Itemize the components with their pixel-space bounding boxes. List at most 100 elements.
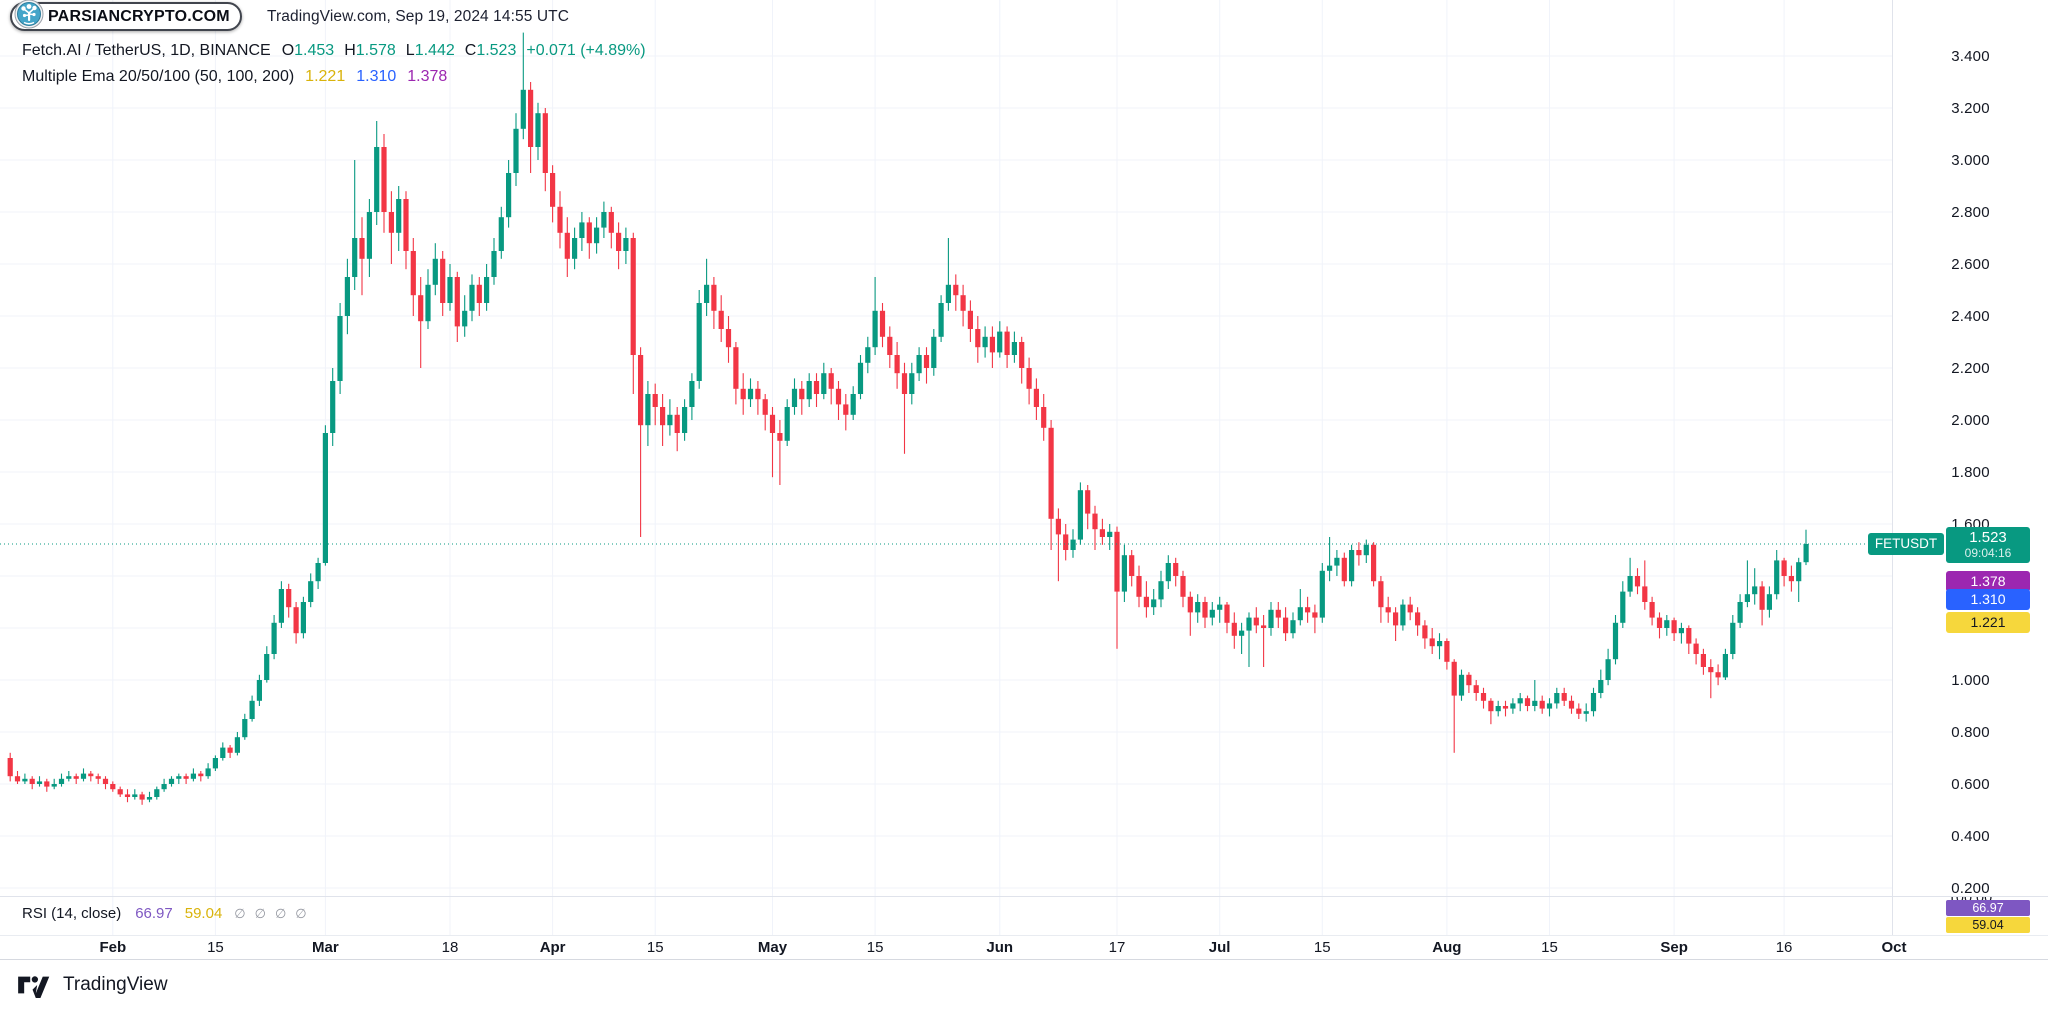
candle-body bbox=[667, 414, 673, 426]
candle-body bbox=[1070, 539, 1076, 550]
hidden-plot-icon[interactable]: ∅ bbox=[254, 905, 266, 921]
candle-body bbox=[1708, 667, 1714, 673]
time-axis-label: 18 bbox=[441, 939, 459, 956]
candle-body bbox=[894, 355, 900, 374]
candle-body bbox=[234, 737, 240, 753]
candle-body bbox=[1744, 594, 1750, 602]
candle-body bbox=[1077, 490, 1083, 540]
price-axis-label: 2.200 bbox=[1951, 360, 1990, 377]
candle-body bbox=[1451, 661, 1457, 696]
candle-body bbox=[1730, 622, 1736, 654]
candle-body bbox=[579, 222, 585, 238]
candle-body bbox=[828, 373, 834, 389]
candle-body bbox=[1554, 693, 1560, 704]
candle-body bbox=[51, 784, 57, 787]
candle-body bbox=[183, 776, 189, 779]
price-axis-label: 2.000 bbox=[1951, 412, 1990, 429]
candle-body bbox=[982, 336, 988, 348]
candle-body bbox=[300, 602, 306, 634]
time-axis-label: Oct bbox=[1881, 939, 1907, 956]
candle-body bbox=[608, 212, 614, 233]
candle-body bbox=[1796, 562, 1802, 582]
candle-body bbox=[1686, 628, 1692, 644]
candle-body bbox=[1195, 602, 1201, 613]
candle-body bbox=[264, 654, 270, 680]
candle-body bbox=[190, 773, 196, 779]
time-axis-label: Jul bbox=[1208, 939, 1231, 956]
candle-body bbox=[1327, 565, 1333, 571]
candle-body bbox=[1752, 586, 1758, 595]
tradingview-logo-icon[interactable] bbox=[16, 972, 50, 1003]
candle-body bbox=[1393, 612, 1399, 626]
candle-body bbox=[616, 232, 622, 251]
candle-body bbox=[1532, 700, 1538, 706]
hidden-plot-icon[interactable]: ∅ bbox=[274, 905, 287, 921]
hidden-plot-icon[interactable]: ∅ bbox=[234, 905, 246, 921]
candle-body bbox=[1576, 708, 1582, 714]
candle-body bbox=[704, 284, 710, 303]
candle-body bbox=[821, 373, 827, 394]
price-axis-label: 2.400 bbox=[1951, 308, 1990, 325]
candle-body bbox=[1671, 620, 1677, 634]
candle-body bbox=[102, 778, 109, 784]
footer: TradingView bbox=[0, 961, 2048, 1009]
candle-body bbox=[1239, 630, 1245, 636]
candle-body bbox=[689, 381, 695, 407]
time-axis[interactable]: Feb 15 Mar 18 Apr 15 May 15 Jun 17 Jul 15 Aug 15 Sep 16… bbox=[0, 935, 2048, 960]
price-axis-label: 0.200 bbox=[1951, 880, 1990, 897]
candle-body bbox=[440, 258, 446, 303]
candle-body bbox=[1202, 602, 1208, 618]
candle-body bbox=[146, 797, 153, 800]
rsi-value-badge: 66.97 bbox=[1946, 900, 2030, 916]
rsi-indicator-title[interactable]: RSI (14, close) bbox=[22, 905, 122, 922]
price-axis-label: 0.400 bbox=[1951, 828, 1990, 845]
candle-body bbox=[330, 381, 336, 433]
candle-body bbox=[696, 303, 702, 381]
rsi-value: 66.97 bbox=[135, 905, 173, 922]
rsi-ma-value: 59.04 bbox=[184, 905, 223, 922]
symbol-title[interactable]: Fetch.AI / TetherUS, 1D, BINANCE bbox=[22, 42, 271, 59]
candle-body bbox=[1055, 518, 1061, 535]
candle-body bbox=[1224, 604, 1230, 623]
candle-body bbox=[1334, 557, 1340, 566]
candle-body bbox=[1143, 596, 1149, 608]
candle-body bbox=[989, 336, 995, 353]
candle-body bbox=[813, 381, 820, 394]
candle-body bbox=[117, 789, 123, 795]
price-axis-label: 1.000 bbox=[1951, 672, 1990, 689]
candle-body bbox=[791, 388, 798, 407]
candle-body bbox=[953, 284, 959, 296]
price-axis[interactable]: 3.400 3.200 3.000 2.800 2.600 2.400 2.200 2.000… bbox=[1892, 0, 2048, 960]
candle-body bbox=[857, 362, 864, 394]
time-axis-label: 15 bbox=[646, 939, 664, 956]
time-axis-label: Apr bbox=[539, 939, 566, 956]
candle-body bbox=[1759, 586, 1765, 610]
ema-indicator-title[interactable]: Multiple Ema 20/50/100 (50, 100, 200) bbox=[22, 68, 295, 85]
candle-body bbox=[278, 589, 284, 623]
ohlc-close: C1.523 bbox=[464, 42, 517, 59]
candle-body bbox=[198, 773, 204, 777]
candle-body bbox=[315, 563, 321, 582]
candle-body bbox=[1612, 622, 1619, 660]
candle-body bbox=[843, 404, 849, 415]
candle-body bbox=[1209, 609, 1215, 618]
candle-body bbox=[1473, 685, 1479, 693]
candle-body bbox=[1297, 607, 1303, 621]
candle-body bbox=[66, 776, 72, 779]
candle-body bbox=[1664, 620, 1670, 628]
ohlc-low: L1.442 bbox=[405, 42, 455, 59]
candle-body bbox=[1371, 544, 1377, 582]
candle-body bbox=[1415, 612, 1421, 626]
candle-body bbox=[1165, 563, 1171, 582]
candle-body bbox=[1253, 617, 1259, 626]
candle-body bbox=[520, 89, 526, 129]
candle-body bbox=[242, 719, 248, 738]
candlestick-chart[interactable] bbox=[0, 0, 2048, 960]
candle-body bbox=[381, 147, 387, 212]
candle-body bbox=[212, 758, 218, 769]
time-axis-label: 15 bbox=[1541, 939, 1558, 956]
candle-body bbox=[1305, 607, 1311, 613]
candle-body bbox=[374, 147, 380, 212]
hidden-plot-icon[interactable]: ∅ bbox=[295, 905, 307, 921]
candle-body bbox=[447, 277, 453, 303]
